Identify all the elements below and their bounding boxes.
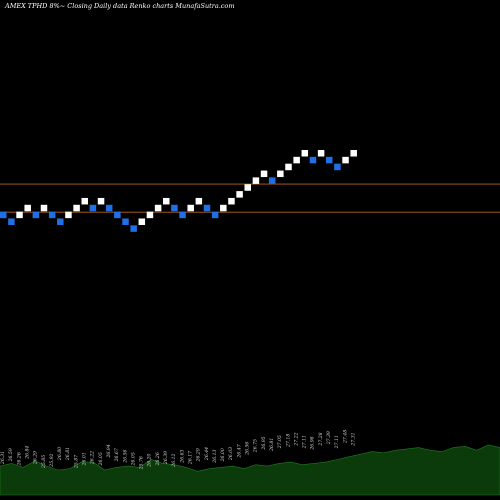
renko-brick	[57, 218, 64, 225]
renko-brick	[195, 197, 203, 205]
renko-brick	[130, 225, 137, 232]
volume-label: 27.28	[318, 432, 324, 446]
volume-label: 26.98	[310, 436, 316, 450]
volume-label: 26.56	[245, 442, 251, 456]
volume-label: 27.39	[326, 431, 332, 445]
volume-label: 26.44	[204, 447, 210, 461]
volume-label: 26.80	[57, 447, 63, 461]
renko-brick	[203, 204, 211, 212]
renko-brick	[81, 197, 88, 205]
renko-brick	[326, 156, 333, 164]
renko-brick	[105, 204, 113, 212]
volume-label: 26.29	[33, 451, 39, 465]
volume-label: 26.67	[114, 448, 120, 462]
volume-label: 27.31	[350, 432, 356, 446]
renko-brick	[350, 150, 357, 157]
renko-brick	[114, 211, 121, 219]
volume-label: 26.94	[106, 444, 112, 458]
renko-brick	[211, 211, 219, 219]
reference-lines	[0, 183, 500, 213]
volume-label: 26.26	[16, 452, 22, 466]
renko-brick	[342, 156, 349, 164]
volume-label: 27.05	[277, 435, 283, 449]
volume-label: 27.11	[334, 435, 340, 449]
volume-label: 27.48	[342, 430, 348, 444]
volume-label: 26.12	[171, 453, 177, 467]
renko-brick	[220, 204, 227, 212]
renko-brick	[97, 197, 105, 205]
renko-brick	[89, 204, 97, 212]
renko-brick	[236, 191, 243, 198]
volume-label: 26.31	[0, 451, 6, 465]
volume-label: 26.26	[155, 452, 161, 466]
volume-label: 25.85	[41, 455, 47, 469]
renko-brick	[24, 204, 31, 212]
volume-label: 25.87	[73, 455, 79, 469]
renko-brick	[32, 211, 40, 219]
renko-brick	[65, 211, 72, 219]
volume-label: 26.17	[188, 451, 194, 465]
renko-brick	[309, 156, 317, 164]
renko-brick	[40, 204, 48, 212]
renko-brick	[334, 163, 341, 171]
volume-label: 26.29	[196, 448, 202, 462]
volume-label: 26.63	[179, 449, 185, 463]
renko-bricks	[0, 150, 357, 232]
renko-brick	[244, 184, 251, 191]
renko-brick	[73, 204, 80, 212]
volume-label: 26.05	[98, 452, 104, 466]
volume-label: 26.20	[147, 453, 153, 467]
renko-brick	[285, 163, 292, 171]
renko-brick	[138, 218, 146, 225]
volume-label: 26.81	[269, 438, 275, 452]
volume-label: 26.39	[163, 451, 169, 465]
volume-label: 26.03	[228, 447, 234, 461]
volume-label: 27.11	[302, 435, 308, 449]
volume-label: 26.95	[261, 436, 267, 450]
volume-label: 26.84	[25, 446, 31, 460]
volume-label: 26.56	[122, 449, 128, 463]
volume-label: 26.01	[82, 452, 88, 466]
renko-brick	[179, 211, 186, 219]
volume-label: 26.59	[8, 448, 14, 462]
chart-title: AMEX TPHD 8%~ Closing Daily data Renko c…	[4, 2, 235, 10]
volume-label: 27.22	[293, 432, 299, 446]
renko-brick	[187, 204, 194, 212]
renko-brick	[277, 170, 284, 178]
volume-label: 26.47	[236, 444, 242, 458]
volume-label: 26.81	[65, 447, 71, 461]
renko-brick	[293, 156, 300, 164]
volume-label: 26.13	[212, 449, 218, 463]
renko-brick	[228, 197, 235, 205]
renko-brick	[122, 218, 129, 225]
volume-label: 25.92	[49, 453, 55, 467]
volume-label: 25.76	[139, 456, 145, 470]
volume-label: 27.18	[285, 434, 291, 448]
renko-brick	[301, 150, 309, 157]
renko-brick	[268, 177, 276, 184]
renko-brick	[163, 197, 170, 205]
renko-brick	[171, 204, 178, 212]
renko-brick	[8, 218, 15, 225]
volume-label: 26.00	[220, 448, 226, 462]
renko-brick	[0, 211, 7, 219]
volume-area-fill	[0, 444, 500, 496]
renko-brick	[260, 170, 268, 178]
volume-label: 26.05	[130, 452, 136, 466]
renko-brick	[317, 150, 325, 157]
renko-brick	[154, 204, 162, 212]
volume-label: 26.75	[253, 439, 259, 453]
volume-label: 26.22	[90, 451, 96, 465]
renko-brick	[16, 211, 23, 219]
renko-brick	[48, 211, 56, 219]
volume-area	[0, 444, 500, 496]
renko-brick	[146, 211, 154, 219]
renko-brick	[252, 177, 260, 184]
